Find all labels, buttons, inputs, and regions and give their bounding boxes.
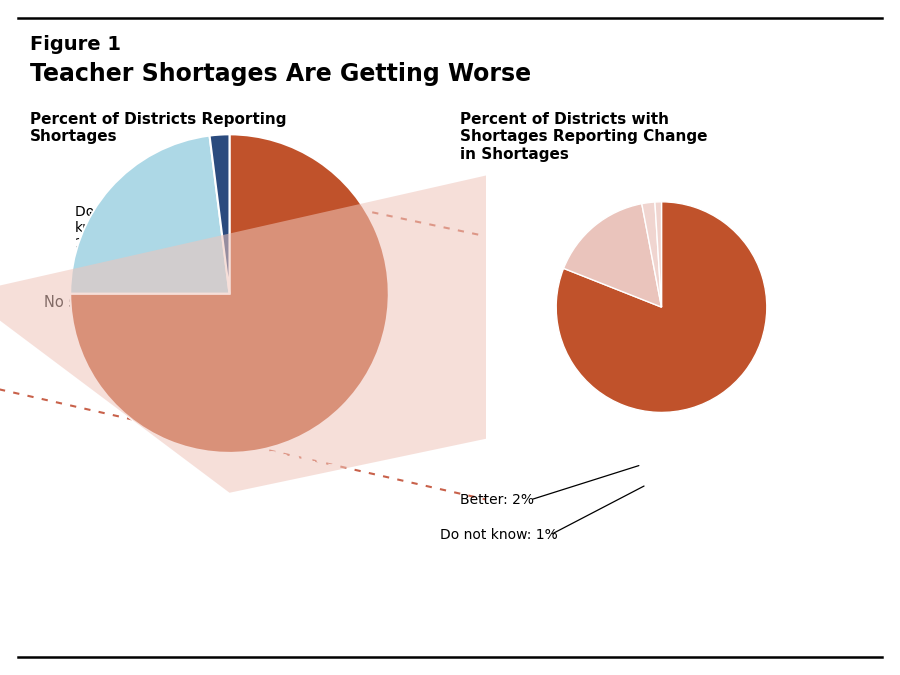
- Text: Do not know: 1%: Do not know: 1%: [440, 528, 558, 542]
- Text: No shortage: 23%: No shortage: 23%: [44, 295, 176, 310]
- Text: Do not
know:
2%: Do not know: 2%: [75, 205, 122, 251]
- Text: Better: 2%: Better: 2%: [460, 493, 534, 507]
- Wedge shape: [642, 202, 662, 307]
- Text: Teacher Shortages Are Getting Worse: Teacher Shortages Are Getting Worse: [30, 62, 531, 86]
- Wedge shape: [210, 134, 230, 294]
- Wedge shape: [70, 136, 230, 294]
- Text: Figure 1: Figure 1: [30, 35, 121, 54]
- Wedge shape: [655, 202, 661, 307]
- Text: Percent of Districts with
Shortages Reporting Change
in Shortages: Percent of Districts with Shortages Repo…: [460, 112, 707, 162]
- Text: Worse: 81%: Worse: 81%: [660, 415, 761, 430]
- Wedge shape: [70, 134, 389, 453]
- Text: No
change:
16%: No change: 16%: [566, 284, 622, 330]
- Text: Percent of Districts Reporting
Shortages: Percent of Districts Reporting Shortages: [30, 112, 286, 144]
- Wedge shape: [563, 204, 662, 307]
- Text: Shortage: 75%: Shortage: 75%: [266, 452, 400, 466]
- Wedge shape: [556, 202, 767, 412]
